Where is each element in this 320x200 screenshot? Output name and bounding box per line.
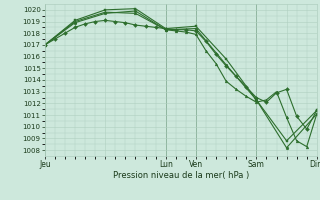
X-axis label: Pression niveau de la mer( hPa ): Pression niveau de la mer( hPa ) bbox=[113, 171, 249, 180]
